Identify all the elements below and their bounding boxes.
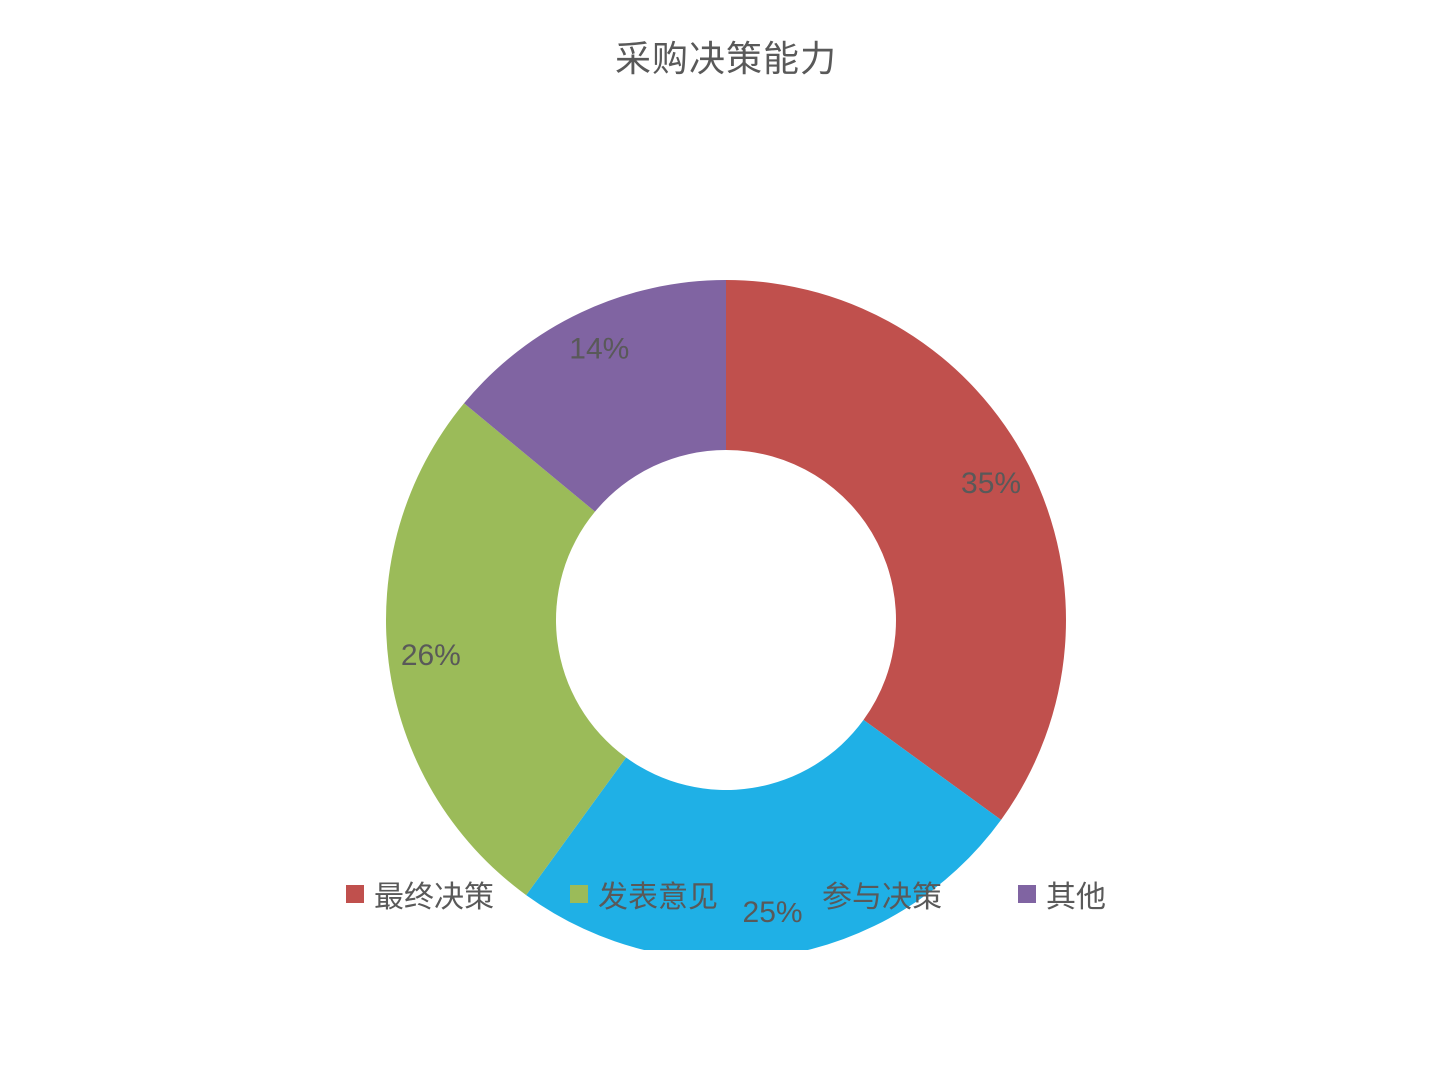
legend-label: 参与决策 — [822, 872, 942, 916]
chart-page: 采购决策能力 35%25%26%14% 最终决策发表意见参与决策其他 — [0, 0, 1452, 1076]
legend-label: 发表意见 — [598, 872, 718, 916]
donut-slice — [726, 280, 1066, 820]
donut-chart: 35%25%26%14% — [0, 130, 1452, 955]
legend-item: 最终决策 — [346, 872, 494, 916]
legend-swatch — [346, 885, 364, 903]
legend-label: 最终决策 — [374, 872, 494, 916]
legend-label: 其他 — [1046, 872, 1106, 916]
legend-swatch — [794, 885, 812, 903]
chart-title: 采购决策能力 — [0, 30, 1452, 82]
legend-swatch — [570, 885, 588, 903]
legend-item: 其他 — [1018, 872, 1106, 916]
slice-percent-label: 14% — [569, 333, 629, 366]
legend-swatch — [1018, 885, 1036, 903]
slice-percent-label: 26% — [401, 639, 461, 672]
donut-svg: 35%25%26%14% — [86, 130, 1366, 950]
chart-legend: 最终决策 发表意见 参与决策 其他 — [0, 872, 1452, 916]
slice-percent-label: 35% — [961, 467, 1021, 500]
legend-item: 参与决策 — [794, 872, 942, 916]
legend-item: 发表意见 — [570, 872, 718, 916]
